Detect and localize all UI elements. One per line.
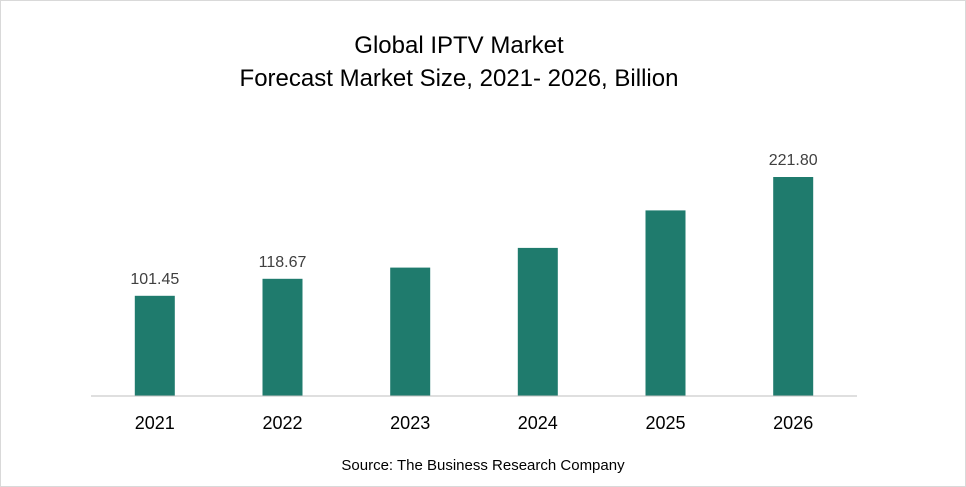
source-note: Source: The Business Research Company xyxy=(341,457,625,474)
x-axis-ticks: 2021 2022 2023 2024 2025 2026 xyxy=(135,413,813,433)
x-tick-2025: 2025 xyxy=(645,413,685,433)
x-tick-2023: 2023 xyxy=(390,413,430,433)
data-labels: 101.45 118.67 221.80 xyxy=(130,152,817,288)
bar-2025 xyxy=(645,210,686,396)
bar-2026 xyxy=(773,177,814,396)
bar-2021 xyxy=(134,295,175,396)
chart-subtitle: Forecast Market Size, 2021- 2026, Billio… xyxy=(240,65,679,92)
data-label-2021: 101.45 xyxy=(130,271,179,288)
x-tick-2021: 2021 xyxy=(135,413,175,433)
bar-2024 xyxy=(517,247,558,396)
x-tick-2024: 2024 xyxy=(518,413,558,433)
data-label-2022: 118.67 xyxy=(259,254,307,271)
bar-2023 xyxy=(390,267,431,396)
x-tick-2026: 2026 xyxy=(773,413,813,433)
chart-title: Global IPTV Market xyxy=(354,32,564,59)
bar-2022 xyxy=(262,278,303,396)
data-label-2026: 221.80 xyxy=(769,152,818,169)
bars xyxy=(134,177,814,396)
x-tick-2022: 2022 xyxy=(262,413,302,433)
